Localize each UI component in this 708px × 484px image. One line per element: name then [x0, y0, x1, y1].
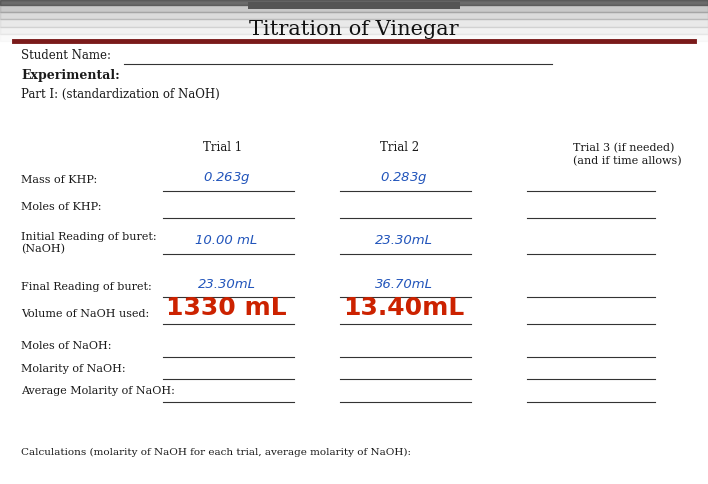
- Bar: [0, 27, 708, 34]
- Text: 23.30mL: 23.30mL: [198, 278, 256, 290]
- Text: Titration of Vinegar: Titration of Vinegar: [249, 19, 459, 39]
- Bar: [0, 0, 708, 12]
- Text: Molarity of NaOH:: Molarity of NaOH:: [21, 364, 126, 374]
- Text: Calculations (molarity of NaOH for each trial, average molarity of NaOH):: Calculations (molarity of NaOH for each …: [21, 448, 411, 457]
- Text: 36.70mL: 36.70mL: [375, 278, 433, 290]
- Text: Trial 2: Trial 2: [380, 141, 420, 154]
- Text: 10.00 mL: 10.00 mL: [195, 234, 258, 247]
- Text: Mass of KHP:: Mass of KHP:: [21, 175, 98, 185]
- Text: Trial 1: Trial 1: [203, 141, 243, 154]
- Text: 0.263$g$: 0.263$g$: [202, 169, 251, 186]
- Text: 0.283$g$: 0.283$g$: [379, 169, 428, 186]
- Text: Moles of KHP:: Moles of KHP:: [21, 202, 102, 212]
- Bar: [0, 34, 708, 41]
- Text: Student Name:: Student Name:: [21, 49, 111, 62]
- Text: 23.30mL: 23.30mL: [375, 234, 433, 247]
- Bar: [0, 0, 708, 5]
- Text: Moles of NaOH:: Moles of NaOH:: [21, 341, 112, 351]
- Text: Trial 3 (if needed)
(and if time allows): Trial 3 (if needed) (and if time allows): [573, 143, 682, 166]
- Text: Volume of NaOH used:: Volume of NaOH used:: [21, 309, 149, 318]
- Bar: [0, 12, 708, 19]
- Text: Initial Reading of buret:
(NaOH): Initial Reading of buret: (NaOH): [21, 231, 157, 255]
- Text: 13.40mL: 13.40mL: [343, 296, 464, 320]
- Text: Experimental:: Experimental:: [21, 69, 120, 81]
- Text: 1330 mL: 1330 mL: [166, 296, 287, 320]
- Text: Average Molarity of NaOH:: Average Molarity of NaOH:: [21, 386, 175, 396]
- Text: Final Reading of buret:: Final Reading of buret:: [21, 282, 152, 291]
- Bar: [0, 19, 708, 27]
- FancyBboxPatch shape: [248, 2, 460, 9]
- Text: Part I: (standardization of NaOH): Part I: (standardization of NaOH): [21, 88, 220, 101]
